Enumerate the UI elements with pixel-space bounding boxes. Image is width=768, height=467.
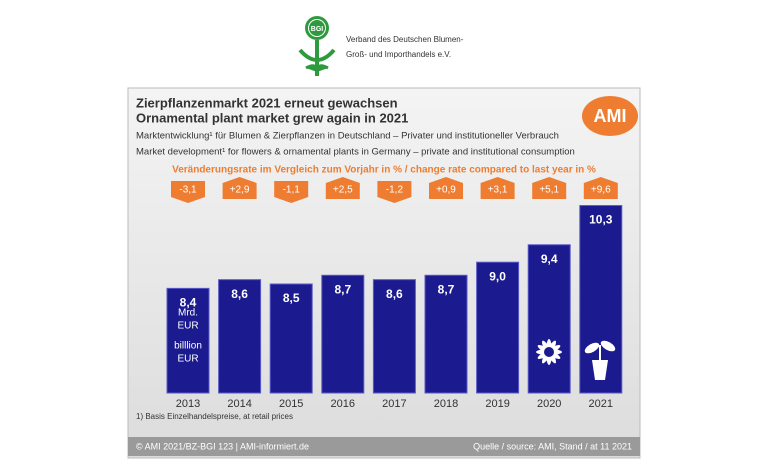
x-tick-label: 2017 bbox=[382, 398, 406, 410]
flower-icon bbox=[536, 339, 562, 365]
change-label: +2,5 bbox=[333, 185, 353, 196]
x-tick-label: 2021 bbox=[589, 398, 613, 410]
x-tick-label: 2016 bbox=[331, 398, 355, 410]
change-label: +5,1 bbox=[539, 185, 559, 196]
change-badge bbox=[377, 181, 412, 203]
bar bbox=[218, 279, 262, 394]
change-label: -1,1 bbox=[283, 185, 301, 196]
bar bbox=[527, 244, 571, 394]
x-tick-label: 2020 bbox=[537, 398, 561, 410]
value-label: 8,7 bbox=[334, 282, 351, 296]
unit-label: billlion bbox=[174, 341, 202, 352]
logo-badge: BGI bbox=[311, 26, 324, 33]
change-label: +3,1 bbox=[488, 185, 508, 196]
change-label: +0,9 bbox=[436, 185, 456, 196]
subtitle: Market development¹ for flowers & orname… bbox=[136, 147, 575, 158]
bar bbox=[476, 261, 520, 394]
bar bbox=[269, 283, 313, 394]
value-label: 8,6 bbox=[231, 287, 248, 301]
bar bbox=[321, 274, 365, 394]
value-label: 9,4 bbox=[541, 252, 558, 266]
pot-plant-icon bbox=[584, 340, 616, 380]
change-badge bbox=[480, 177, 515, 199]
footer-text: © AMI 2021/BZ-BGI 123 | AMI-informiert.d… bbox=[136, 441, 309, 451]
x-tick-label: 2018 bbox=[434, 398, 458, 410]
change-badge bbox=[532, 177, 567, 199]
bar bbox=[372, 279, 416, 394]
change-label: +9,6 bbox=[591, 185, 611, 196]
chart-title: Ornamental plant market grew again in 20… bbox=[136, 110, 408, 125]
change-badge bbox=[222, 177, 257, 199]
change-label: -1,2 bbox=[386, 185, 404, 196]
brand-logo-text: AMI bbox=[594, 106, 627, 126]
bar bbox=[424, 274, 468, 394]
value-label: 8,7 bbox=[438, 282, 455, 296]
footnote: 1) Basis Einzelhandelspreise, at retail … bbox=[136, 412, 293, 421]
unit-label: EUR bbox=[177, 354, 198, 365]
x-tick-label: 2013 bbox=[176, 398, 200, 410]
change-badge bbox=[171, 181, 205, 203]
brand-logo bbox=[582, 96, 638, 136]
change-badge bbox=[583, 177, 618, 199]
change-badge bbox=[325, 177, 360, 199]
org-name: Verband des Deutschen Blumen- bbox=[346, 35, 464, 44]
x-tick-label: 2019 bbox=[485, 398, 509, 410]
change-label: -3,1 bbox=[179, 185, 197, 196]
value-label: 8,4 bbox=[180, 296, 197, 310]
change-badge bbox=[274, 181, 309, 203]
change-badge bbox=[429, 177, 463, 199]
footer-bar bbox=[128, 437, 640, 456]
value-label: 8,5 bbox=[283, 291, 300, 305]
unit-label: Mrd. bbox=[178, 308, 198, 319]
value-label: 9,0 bbox=[489, 269, 506, 283]
x-tick-label: 2014 bbox=[227, 398, 251, 410]
chart-title: Zierpflanzenmarkt 2021 erneut gewachsen bbox=[136, 95, 398, 110]
change-label: +2,9 bbox=[230, 185, 250, 196]
unit-label: EUR bbox=[177, 321, 198, 332]
x-tick-label: 2015 bbox=[279, 398, 303, 410]
bar bbox=[166, 287, 210, 394]
footer-text: Quelle / source: AMI, Stand / at 11 2021 bbox=[473, 441, 632, 451]
subtitle: Marktentwicklung¹ für Blumen & Zierpflan… bbox=[136, 131, 559, 142]
logo: BGI Verband des Deutschen Blumen- Groß- … bbox=[298, 16, 464, 76]
change-heading: Veränderungsrate im Vergleich zum Vorjah… bbox=[172, 165, 596, 176]
org-name: Groß- und Importhandels e.V. bbox=[346, 50, 451, 59]
value-label: 10,3 bbox=[589, 213, 613, 227]
value-label: 8,6 bbox=[386, 287, 403, 301]
